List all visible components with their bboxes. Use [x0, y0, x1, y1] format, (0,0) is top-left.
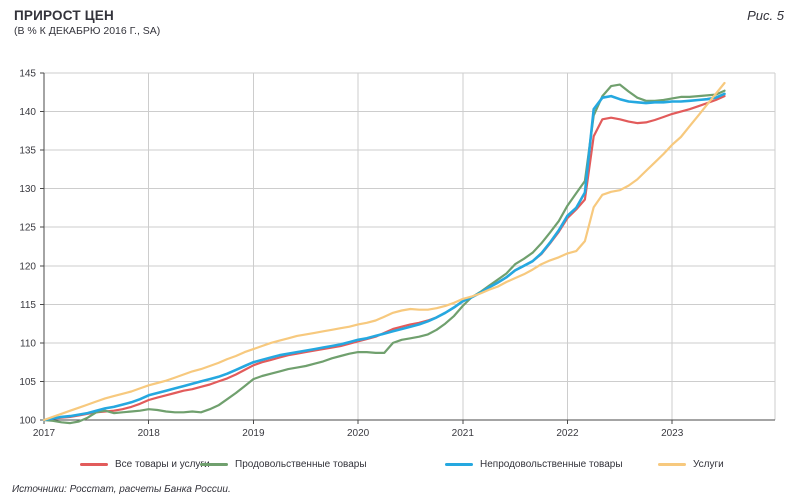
- legend-item-all-goods-services: Все товары и услуги: [80, 457, 210, 471]
- y-tick-label: 105: [19, 377, 36, 388]
- page-title: ПРИРОСТ ЦЕН: [14, 8, 114, 23]
- legend-swatch-red-line: [80, 462, 108, 466]
- x-tick-label: 2020: [347, 428, 370, 439]
- legend-swatch-yellow-line: [658, 462, 686, 466]
- source-note: Источники: Росстат, расчеты Банка России…: [12, 484, 231, 495]
- y-tick-label: 100: [19, 416, 36, 427]
- legend-swatch-green-line: [200, 462, 228, 466]
- legend-item-nonfood-goods: Непродовольственные товары: [445, 457, 623, 471]
- series-line-3: [42, 81, 726, 422]
- legend-item-services: Услуги: [658, 457, 724, 471]
- y-tick-label: 110: [20, 338, 36, 349]
- legend-label: Непродовольственные товары: [480, 458, 623, 470]
- legend-label: Все товары и услуги: [115, 458, 210, 470]
- y-tick-label: 145: [19, 69, 36, 80]
- x-tick-label: 2018: [138, 428, 161, 439]
- x-tick-label: 2017: [33, 428, 56, 439]
- series-line-0: [42, 94, 726, 422]
- series-line-1: [42, 83, 726, 425]
- series-line-2: [42, 92, 726, 422]
- legend-label: Услуги: [693, 458, 724, 470]
- y-tick-label: 130: [19, 184, 36, 195]
- y-tick-label: 120: [19, 261, 36, 272]
- y-tick-label: 125: [19, 223, 36, 234]
- legend-swatch-blue-line: [445, 462, 473, 466]
- page-subtitle: (В % К ДЕКАБРЮ 2016 Г., SA): [14, 25, 161, 37]
- x-tick-label: 2022: [556, 428, 579, 439]
- x-tick-label: 2019: [242, 428, 265, 439]
- legend-item-food-goods: Продовольственные товары: [200, 457, 367, 471]
- chart-legend: Все товары и услуги Продовольственные то…: [0, 457, 800, 473]
- legend-label: Продовольственные товары: [235, 458, 367, 470]
- x-tick-label: 2021: [452, 428, 475, 439]
- y-tick-label: 115: [20, 300, 36, 311]
- y-tick-label: 135: [19, 146, 36, 157]
- y-tick-label: 140: [19, 107, 36, 118]
- x-tick-label: 2023: [661, 428, 684, 439]
- figure-number: Рис. 5: [747, 8, 784, 23]
